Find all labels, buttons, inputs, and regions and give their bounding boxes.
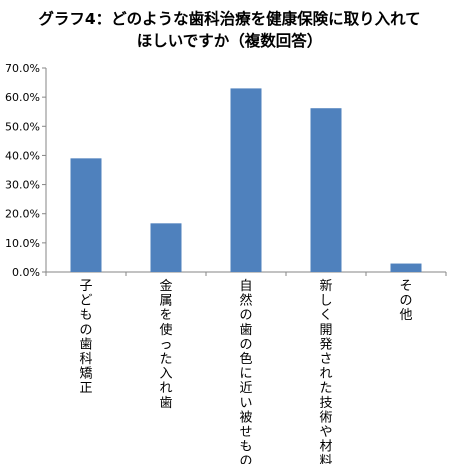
chart-title: グラフ4：どのような歯科治療を健康保険に取り入れて ほしいですか（複数回答） (0, 8, 459, 52)
bar (150, 223, 182, 272)
x-category-label: その他 (399, 279, 412, 323)
bar (390, 263, 422, 272)
x-category-label: 金属を使った入れ歯 (159, 278, 172, 411)
bar (70, 158, 102, 272)
bar (230, 88, 262, 273)
bar (310, 108, 342, 273)
y-tick-label: 0.0% (12, 266, 40, 279)
y-tick-label: 50.0% (5, 120, 40, 133)
y-tick-label: 10.0% (5, 237, 40, 250)
y-tick-label: 70.0% (5, 62, 40, 75)
chart-title-line-1: グラフ4：どのような歯科治療を健康保険に取り入れて (38, 10, 421, 28)
x-category-label: 新しく開発された技術や材料 (319, 278, 332, 464)
chart-title-line-2: ほしいですか（複数回答） (136, 32, 323, 50)
x-category-label: 子どもの歯科矯正 (79, 279, 92, 396)
y-tick-label: 40.0% (5, 149, 40, 162)
y-tick-label: 30.0% (5, 179, 40, 192)
y-tick-label: 60.0% (5, 91, 40, 104)
x-category-label: 自然の歯の色に近い被せもの (239, 279, 252, 464)
y-tick-label: 20.0% (5, 208, 40, 221)
